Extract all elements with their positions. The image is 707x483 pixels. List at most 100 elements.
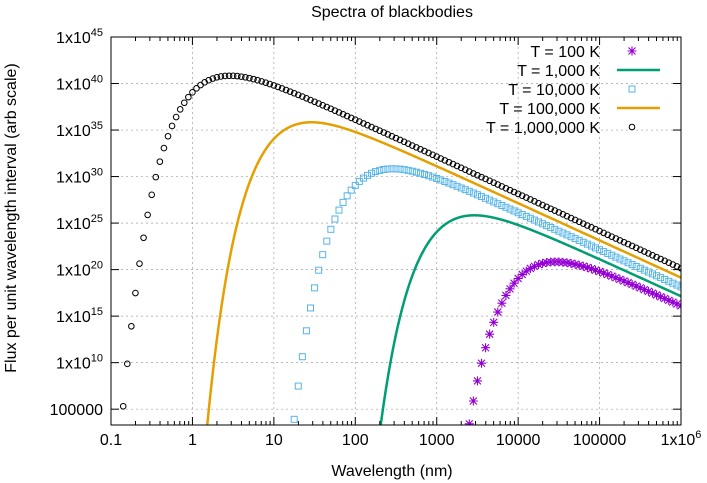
data-point — [551, 207, 559, 214]
data-point — [441, 157, 449, 164]
data-point — [307, 304, 314, 312]
data-point — [486, 177, 493, 185]
data-point — [526, 214, 534, 222]
data-point — [669, 279, 677, 287]
x-axis-label: Wavelength (nm) — [331, 463, 452, 480]
data-point — [380, 166, 388, 174]
data-point — [640, 266, 648, 274]
series-100K — [464, 257, 681, 425]
data-point — [392, 134, 400, 142]
data-point — [294, 382, 302, 390]
data-point — [624, 259, 632, 267]
x-tick-label: 10000 — [496, 432, 541, 449]
data-point — [311, 98, 318, 106]
chart-title: Spectra of blackbodies — [311, 4, 473, 21]
data-point — [578, 261, 588, 271]
data-point — [294, 91, 302, 99]
data-point — [600, 229, 607, 237]
data-point — [481, 343, 491, 353]
data-point — [327, 105, 335, 113]
data-point — [652, 290, 662, 300]
data-point — [404, 140, 412, 147]
data-point — [172, 113, 180, 121]
data-point — [498, 201, 506, 209]
data-point — [470, 170, 477, 177]
data-point — [579, 238, 587, 246]
legend-label: T = 100,000 K — [499, 101, 600, 118]
data-point — [505, 284, 515, 294]
data-point — [270, 82, 278, 89]
data-point — [376, 166, 384, 174]
data-point — [657, 255, 664, 263]
data-point — [299, 93, 306, 100]
data-point — [657, 274, 665, 282]
data-point — [522, 212, 530, 220]
data-point — [404, 166, 412, 174]
data-point — [535, 218, 542, 226]
data-point — [514, 209, 522, 217]
data-point — [372, 168, 380, 176]
data-point — [591, 265, 600, 275]
data-point — [677, 283, 681, 291]
data-point — [189, 89, 196, 96]
data-point — [388, 132, 396, 140]
data-point — [529, 261, 539, 271]
data-point — [372, 125, 379, 133]
y-axis-label: Flux per unit wavelength interval (arb s… — [3, 63, 20, 372]
legend-swatch — [627, 46, 637, 56]
legend-label: T = 1,000 K — [517, 63, 600, 80]
data-point — [209, 75, 217, 82]
data-point — [290, 89, 298, 97]
data-point — [380, 129, 388, 136]
data-point — [604, 249, 612, 257]
data-point — [360, 120, 367, 127]
data-point — [351, 181, 359, 189]
data-point — [213, 74, 221, 81]
y-tick-label: 1x1015 — [56, 306, 103, 326]
data-point — [262, 79, 270, 86]
data-point — [176, 106, 184, 113]
data-point — [400, 166, 408, 174]
data-point — [632, 262, 640, 270]
data-point — [278, 85, 286, 92]
data-point — [327, 225, 335, 233]
data-point — [584, 222, 591, 229]
data-point — [653, 253, 660, 261]
data-point — [408, 142, 416, 149]
data-point — [624, 240, 632, 248]
data-point — [364, 171, 371, 179]
data-point — [506, 186, 514, 194]
data-point — [631, 281, 641, 291]
data-point — [612, 235, 620, 242]
data-point — [302, 327, 310, 335]
data-point — [635, 283, 645, 293]
data-point — [490, 179, 498, 186]
data-point — [421, 147, 428, 155]
data-point — [628, 242, 636, 250]
data-point — [574, 260, 584, 270]
data-point — [396, 136, 404, 144]
data-point — [482, 175, 489, 183]
data-point — [469, 189, 477, 197]
data-point — [364, 121, 371, 129]
data-point — [468, 396, 478, 406]
data-point — [608, 233, 616, 240]
data-point — [616, 255, 624, 263]
data-point — [464, 419, 474, 425]
data-point — [445, 179, 453, 187]
data-point — [555, 227, 563, 235]
data-point — [461, 166, 469, 173]
data-point — [535, 199, 542, 207]
series-1000000K — [119, 72, 681, 410]
data-point — [596, 227, 603, 235]
data-point — [628, 261, 636, 269]
data-point — [620, 257, 628, 265]
data-point — [323, 103, 331, 111]
data-point — [478, 193, 485, 201]
data-point — [661, 275, 669, 283]
data-point — [319, 251, 327, 259]
data-point — [643, 286, 653, 296]
data-point — [518, 192, 526, 200]
data-point — [534, 260, 543, 270]
data-point — [543, 222, 551, 230]
